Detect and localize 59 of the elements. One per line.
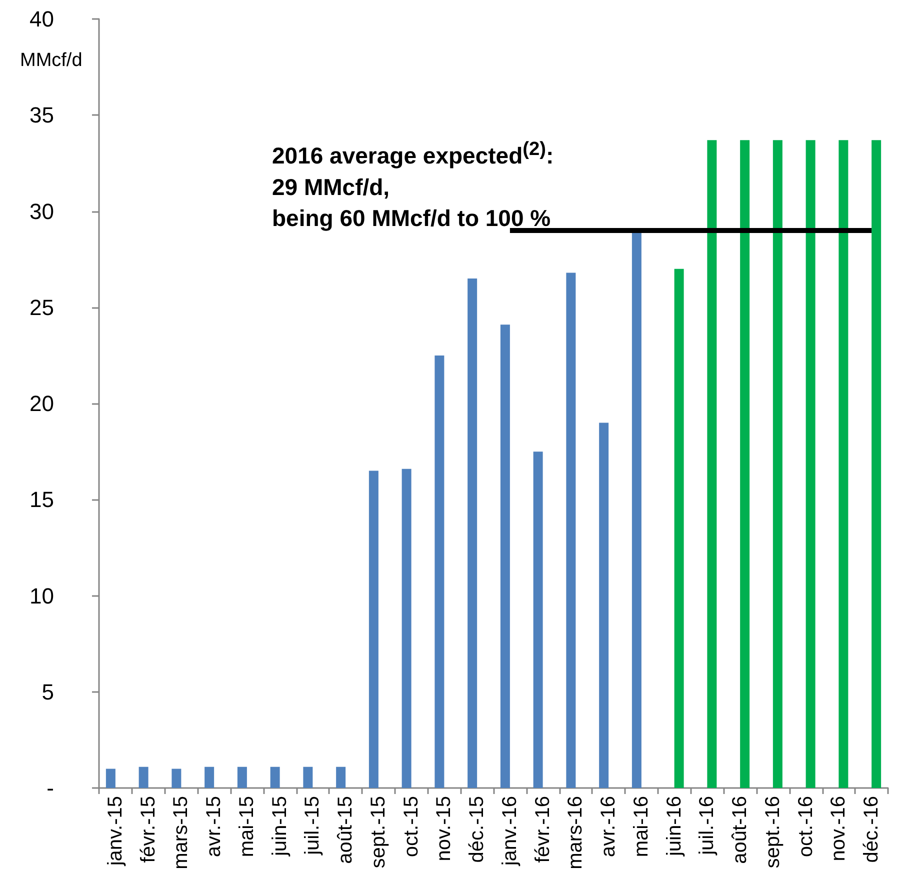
x-tick-label: août-15 [334, 796, 357, 864]
bar [138, 766, 148, 788]
x-tick-label: nov.-15 [433, 796, 456, 862]
x-tick-label: mai-15 [236, 796, 258, 858]
bar [434, 355, 444, 788]
x-tick-label: déc.-15 [466, 796, 488, 863]
y-axis-title: MMcf/d [20, 50, 82, 71]
x-tick-label: août-16 [729, 796, 752, 864]
x-tick-label: mars-15 [170, 796, 192, 870]
bar [772, 140, 782, 788]
x-tick-label: oct.-15 [400, 796, 422, 858]
x-tick-label: juin-16 [663, 796, 686, 858]
x-tick-label: mars-16 [564, 796, 587, 870]
text: 2016 average expected$^{(2)}$: 29 MMcf/d, being 60 MMcf/d to 100 % [272, 139, 554, 231]
bar [806, 140, 816, 788]
y-tick-label: 15 [30, 487, 54, 512]
x-tick-label: oct.-16 [794, 796, 817, 858]
y-tick-label: 35 [30, 102, 54, 128]
bar [368, 470, 378, 788]
x-tick-label: févr.-15 [137, 796, 160, 863]
y-tick-label: 25 [30, 294, 54, 320]
x-tick-label: janv.-15 [104, 796, 126, 867]
bar [566, 272, 576, 788]
bar [270, 766, 280, 788]
bar [237, 766, 247, 788]
bar [872, 140, 882, 788]
x-tick-label: janv.-16 [498, 796, 521, 867]
x-tick-label: avr.-16 [598, 796, 620, 858]
x-tick-label: mai-16 [630, 796, 652, 858]
bar [172, 768, 182, 788]
bar [838, 140, 848, 788]
x-tick-label: juil.-16 [696, 796, 718, 856]
x-tick-label: sept.-15 [367, 796, 390, 868]
bar [106, 768, 116, 788]
y-tick-label: 5 [42, 679, 54, 704]
x-tick-label: nov.-16 [828, 796, 850, 862]
y-tick-label: 20 [30, 391, 54, 416]
bar [468, 278, 478, 788]
bar [599, 422, 609, 788]
bar [204, 766, 214, 788]
bar [500, 324, 510, 788]
x-tick-label: juin-15 [268, 796, 291, 858]
y-tick-label: 30 [30, 198, 54, 224]
bar [533, 452, 543, 788]
bar [402, 468, 412, 788]
x-tick-label: juil.-15 [302, 796, 324, 856]
bar [740, 140, 750, 788]
bar [632, 232, 642, 788]
x-tick-label: avr.-15 [203, 796, 226, 858]
bar [303, 766, 313, 788]
y-tick-label: 40 [30, 6, 54, 32]
bar [336, 766, 346, 788]
x-tick-label: déc.-16 [860, 796, 883, 863]
y-tick-label: - [46, 776, 54, 800]
x-tick-label: févr.-16 [532, 796, 554, 863]
bar [674, 268, 684, 788]
x-tick-label: sept.-16 [762, 796, 784, 868]
bar [707, 140, 717, 788]
y-tick-label: 10 [30, 583, 54, 608]
